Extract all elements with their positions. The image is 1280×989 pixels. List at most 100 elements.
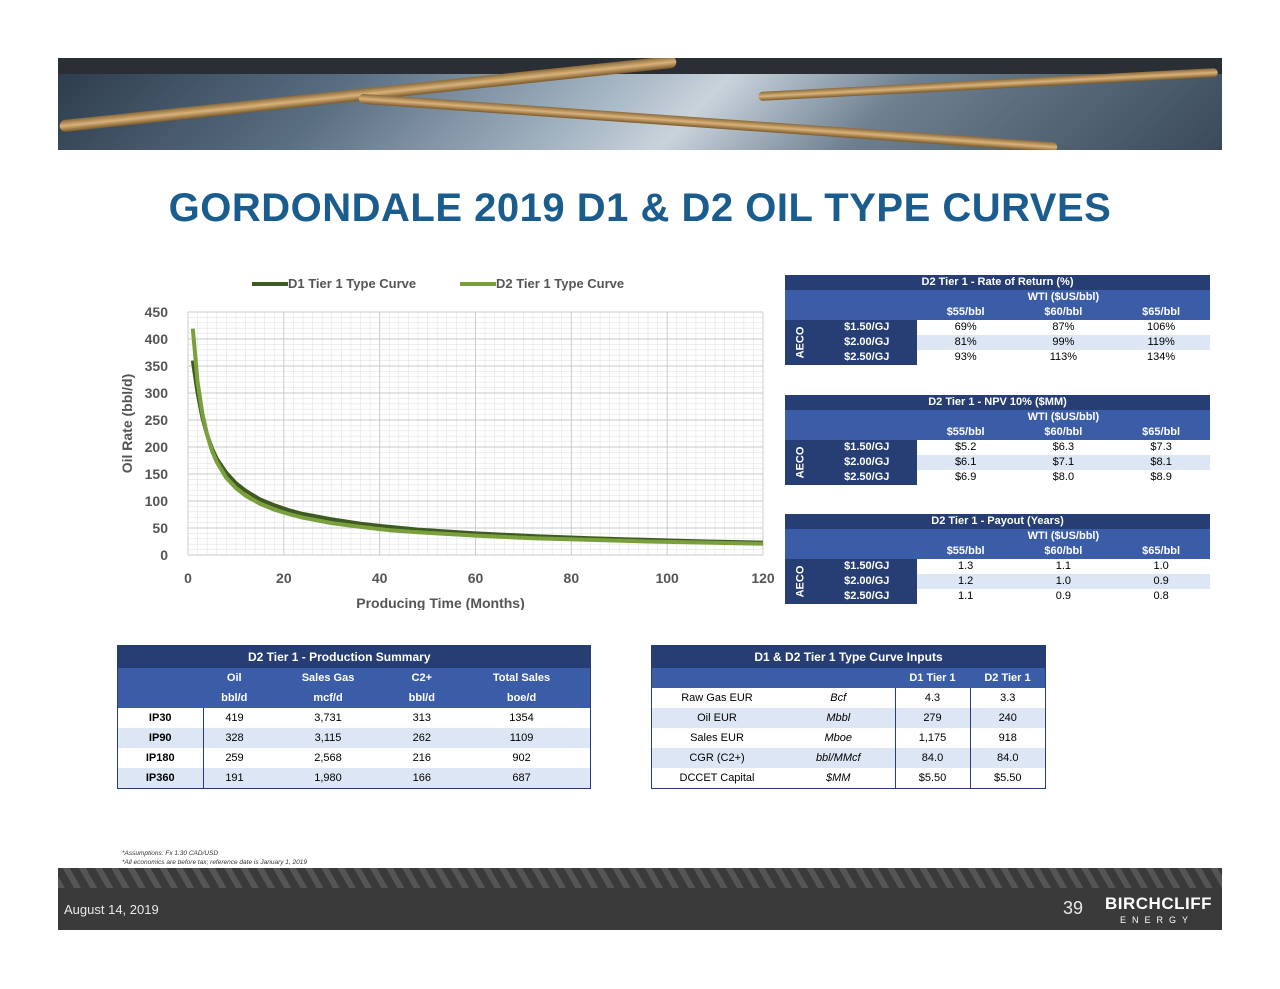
table-cell: 1.0 [1014, 574, 1113, 589]
table-cell: $8.0 [1014, 470, 1113, 485]
col-unit: bbl/d [203, 688, 266, 708]
y-tick-label: 250 [145, 412, 169, 428]
x-tick-label: 40 [372, 570, 388, 586]
x-tick-label: 20 [276, 570, 292, 586]
table-row: $2.00/GJ 1.2 1.0 0.9 [785, 574, 1210, 589]
table-cell: 1.1 [916, 589, 1015, 604]
table-col-row: $55/bbl $60/bbl $65/bbl [785, 544, 1210, 559]
table-wti-row: WTI ($US/bbl) [785, 529, 1210, 544]
table-cell: 1.1 [1014, 559, 1113, 574]
row-label: Sales EUR [651, 728, 782, 748]
y-tick-label: 150 [145, 466, 169, 482]
table-unit-row: bbl/d mcf/d bbl/d boe/d [117, 688, 591, 708]
table-row: DCCET Capital $MM $5.50 $5.50 [651, 768, 1046, 789]
aeco-text: AECO [794, 446, 807, 479]
table-cell: 279 [894, 708, 970, 728]
row-unit: Bcf [782, 688, 895, 708]
row-label: $2.50/GJ [816, 589, 917, 604]
table-title-row: D2 Tier 1 - Payout (Years) [785, 514, 1210, 529]
table-row: IP30 419 3,731 313 1354 [117, 708, 591, 728]
row-label: IP360 [117, 768, 204, 789]
row-label: $2.50/GJ [816, 470, 917, 485]
col-header: Sales Gas [265, 668, 391, 688]
table-row: Sales EUR Mboe 1,175 918 [651, 728, 1046, 748]
y-tick-label: 200 [145, 439, 169, 455]
row-label: Raw Gas EUR [651, 688, 782, 708]
row-label: IP180 [117, 748, 204, 768]
col-header: $65/bbl [1112, 425, 1210, 440]
table-cell: 3,731 [265, 708, 391, 728]
table-cell: 2,568 [265, 748, 391, 768]
production-summary-table: D2 Tier 1 - Production Summary Oil Sales G… [117, 645, 591, 789]
table-cell: 419 [203, 708, 266, 728]
x-tick-label: 60 [468, 570, 484, 586]
table-cell: 191 [203, 768, 266, 789]
legend-label-2: D2 Tier 1 Type Curve [496, 276, 624, 291]
table-cell: 1,980 [265, 768, 391, 789]
blank-cell [785, 529, 917, 544]
wti-header: WTI ($US/bbl) [916, 410, 1210, 425]
table-row: Raw Gas EUR Bcf 4.3 3.3 [651, 688, 1046, 708]
wti-header: WTI ($US/bbl) [916, 529, 1210, 544]
table-row: AECO $1.50/GJ $5.2 $6.3 $7.3 [785, 440, 1210, 485]
table-title-row: D1 & D2 Tier 1 Type Curve Inputs [651, 645, 1046, 668]
table-cell: $6.1 [916, 455, 1015, 470]
row-label: $1.50/GJ [816, 320, 917, 335]
table-title-row: D2 Tier 1 - Rate of Return (%) [785, 275, 1210, 290]
col-unit: boe/d [453, 688, 591, 708]
blank-cell [785, 425, 917, 440]
footnotes: *Assumptions: Fx 1.30 CAD/USD *All econo… [122, 849, 307, 867]
table-title: D1 & D2 Tier 1 Type Curve Inputs [651, 645, 1046, 668]
header-banner-photo [58, 58, 1222, 150]
table-cell: 240 [969, 708, 1046, 728]
row-label: IP90 [117, 728, 204, 748]
table-title-row: D2 Tier 1 - NPV 10% ($MM) [785, 395, 1210, 410]
table-cell: 69% [916, 320, 1015, 335]
table-row: $2.50/GJ 93% 113% 134% [785, 350, 1210, 365]
footer-date: August 14, 2019 [64, 902, 159, 917]
table-cell: 1,175 [894, 728, 970, 748]
x-tick-label: 0 [184, 570, 192, 586]
oil-type-curve-chart: 0 20 40 60 80 100 120 0 50 100 150 200 250 300 350 400 4… [119, 276, 775, 610]
col-header: $55/bbl [916, 544, 1015, 559]
table-row: $2.50/GJ 1.1 0.9 0.8 [785, 589, 1210, 604]
x-tick-label: 100 [655, 570, 679, 586]
page-number: 39 [1063, 898, 1084, 918]
table-cell: $8.1 [1112, 455, 1210, 470]
row-unit: Mboe [782, 728, 895, 748]
table-col-row: $55/bbl $60/bbl $65/bbl [785, 425, 1210, 440]
col-header: $60/bbl [1014, 425, 1113, 440]
table-cell: 3,115 [265, 728, 391, 748]
footer-pattern [58, 868, 1222, 888]
table-col-row: $55/bbl $60/bbl $65/bbl [785, 305, 1210, 320]
table-row: $2.00/GJ 81% 99% 119% [785, 335, 1210, 350]
table-row: IP360 191 1,980 166 687 [117, 768, 591, 789]
table-cell: 902 [453, 748, 591, 768]
col-header: $65/bbl [1112, 305, 1210, 320]
table-cell: 1.3 [916, 559, 1015, 574]
table-cell: $6.9 [916, 470, 1015, 485]
table-cell: 113% [1014, 350, 1113, 365]
wti-header: WTI ($US/bbl) [916, 290, 1210, 305]
blank-cell [651, 668, 895, 688]
table-cell: 84.0 [894, 748, 970, 768]
table-header-row: D1 Tier 1 D2 Tier 1 [651, 668, 1046, 688]
col-header: C2+ [390, 668, 454, 688]
table-cell: 313 [390, 708, 454, 728]
y-tick-label: 350 [145, 358, 169, 374]
table-row: IP180 259 2,568 216 902 [117, 748, 591, 768]
row-label: $2.00/GJ [816, 574, 917, 589]
y-tick-label: 300 [145, 385, 169, 401]
table-cell: 106% [1112, 320, 1210, 335]
table-cell: 259 [203, 748, 266, 768]
payout-table: D2 Tier 1 - Payout (Years) WTI ($US/bbl) $… [785, 514, 1210, 604]
table-row: Oil EUR Mbbl 279 240 [651, 708, 1046, 728]
table-row: IP90 328 3,115 262 1109 [117, 728, 591, 748]
col-header: Oil [203, 668, 266, 688]
footnote: *All economics are before tax; reference… [122, 859, 307, 866]
x-tick-label: 80 [564, 570, 580, 586]
table-wti-row: WTI ($US/bbl) [785, 290, 1210, 305]
table-cell: 1109 [453, 728, 591, 748]
table-row: CGR (C2+) bbl/MMcf 84.0 84.0 [651, 748, 1046, 768]
row-label: DCCET Capital [651, 768, 782, 789]
